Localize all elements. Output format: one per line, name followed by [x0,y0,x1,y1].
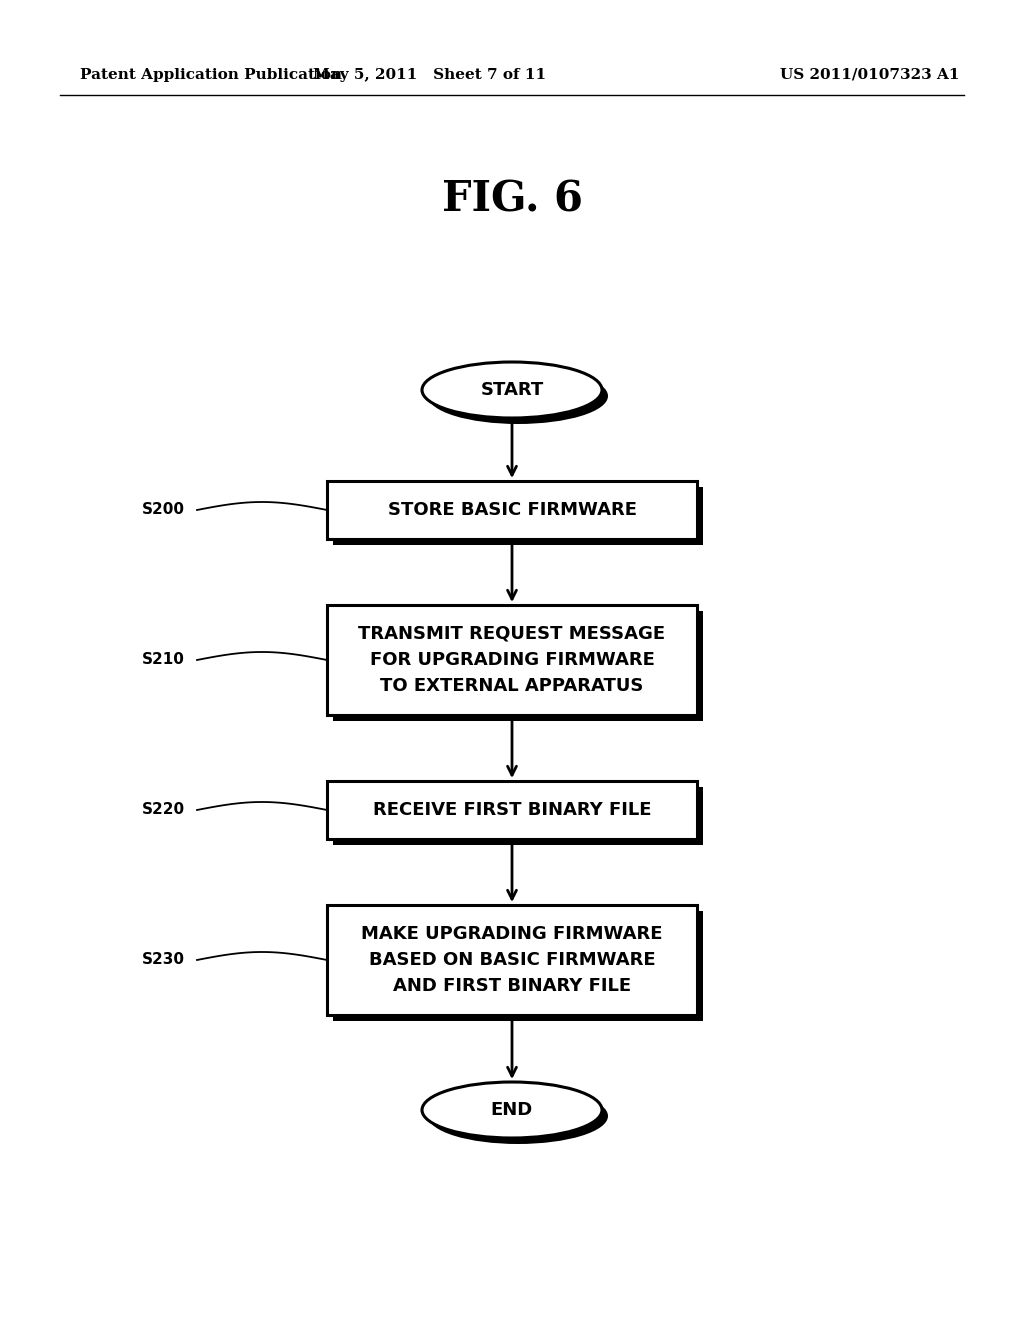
FancyBboxPatch shape [333,487,703,545]
Text: END: END [490,1101,534,1119]
Ellipse shape [422,362,602,418]
Ellipse shape [428,368,608,424]
Ellipse shape [428,1088,608,1144]
FancyBboxPatch shape [333,911,703,1020]
Ellipse shape [422,1082,602,1138]
Text: RECEIVE FIRST BINARY FILE: RECEIVE FIRST BINARY FILE [373,801,651,818]
FancyBboxPatch shape [327,906,697,1015]
FancyBboxPatch shape [333,611,703,721]
FancyBboxPatch shape [333,787,703,845]
Text: US 2011/0107323 A1: US 2011/0107323 A1 [780,69,959,82]
Text: S220: S220 [142,803,185,817]
FancyBboxPatch shape [327,781,697,840]
FancyBboxPatch shape [327,605,697,715]
FancyBboxPatch shape [327,480,697,539]
Text: S230: S230 [142,953,185,968]
Text: STORE BASIC FIRMWARE: STORE BASIC FIRMWARE [387,502,637,519]
Text: Patent Application Publication: Patent Application Publication [80,69,342,82]
Text: FIG. 6: FIG. 6 [441,180,583,220]
Text: TRANSMIT REQUEST MESSAGE
FOR UPGRADING FIRMWARE
TO EXTERNAL APPARATUS: TRANSMIT REQUEST MESSAGE FOR UPGRADING F… [358,624,666,696]
Text: S200: S200 [142,503,185,517]
Text: MAKE UPGRADING FIRMWARE
BASED ON BASIC FIRMWARE
AND FIRST BINARY FILE: MAKE UPGRADING FIRMWARE BASED ON BASIC F… [361,924,663,995]
Text: May 5, 2011   Sheet 7 of 11: May 5, 2011 Sheet 7 of 11 [313,69,547,82]
Text: S210: S210 [142,652,185,668]
Text: START: START [480,381,544,399]
